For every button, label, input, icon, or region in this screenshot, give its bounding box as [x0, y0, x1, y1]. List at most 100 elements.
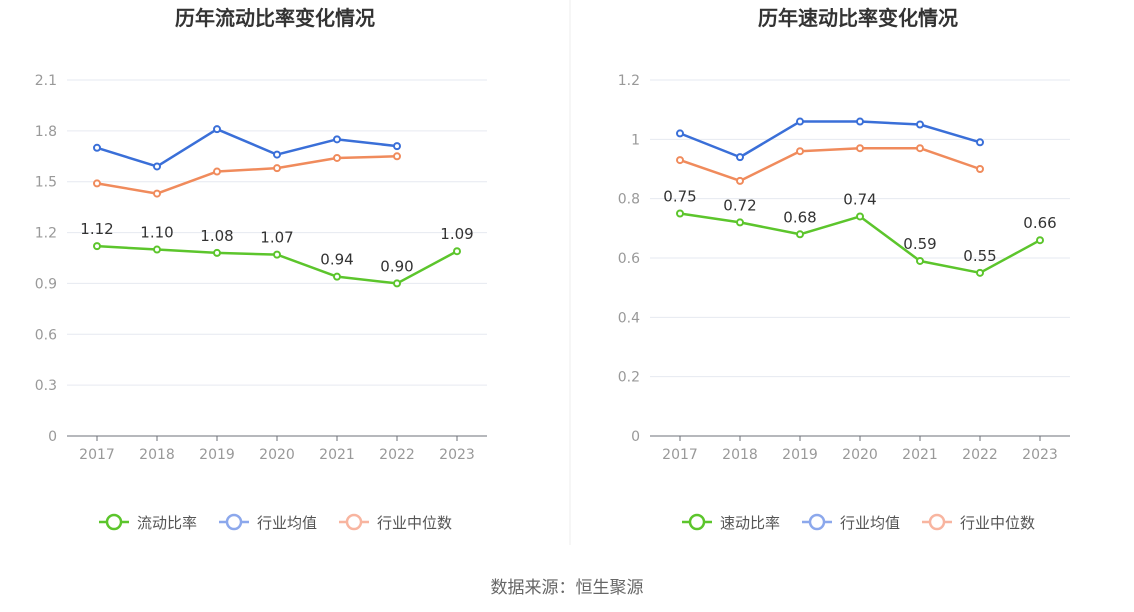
- series-point: [916, 120, 924, 129]
- series-line-3: [679, 146, 981, 183]
- series-point: [856, 144, 864, 153]
- series-point: [976, 268, 984, 277]
- series-point: [1036, 236, 1044, 245]
- series-point: [333, 272, 341, 281]
- series-point: [93, 143, 101, 152]
- x-tick-label: 2020: [842, 447, 878, 463]
- y-tick-label: 0.6: [35, 327, 57, 343]
- legend-item-2: 行业均值: [219, 513, 317, 532]
- legend-marker: [345, 513, 363, 531]
- data-label: 1.07: [260, 229, 293, 247]
- series-point: [676, 209, 684, 218]
- series-point: [796, 147, 804, 156]
- x-tick-label: 2021: [902, 447, 938, 463]
- data-label: 1.08: [200, 227, 233, 245]
- series-point: [453, 247, 461, 256]
- legend-marker: [225, 513, 243, 531]
- legend-item-1: 流动比率: [99, 513, 197, 532]
- x-tick-label: 2018: [139, 447, 175, 463]
- series-point: [333, 135, 341, 144]
- series-point: [213, 167, 221, 176]
- series-point: [393, 142, 401, 151]
- chart-title: 历年速动比率变化情况: [758, 6, 958, 30]
- legend-marker: [808, 513, 826, 531]
- x-tick-label: 2018: [722, 447, 758, 463]
- series-line-2: [96, 127, 398, 168]
- x-tick-label: 2017: [79, 447, 115, 463]
- chart-panel-1: 历年流动比率变化情况 0 0.3 0.6 0.9 1.2 1.5 1.8 2.1 2017 2018…: [35, 6, 487, 532]
- y-tick-label: 0.3: [35, 378, 57, 394]
- legend-label: 行业中位数: [377, 514, 452, 532]
- series-point: [976, 138, 984, 147]
- series-point: [676, 129, 684, 138]
- chart-title: 历年流动比率变化情况: [175, 6, 375, 30]
- data-label: 1.09: [440, 225, 473, 243]
- y-tick-label: 1.2: [618, 73, 640, 89]
- series-point: [796, 117, 804, 126]
- data-label: 1.12: [80, 220, 113, 238]
- series-line-2: [679, 120, 981, 159]
- series-point: [736, 153, 744, 162]
- legend-label: 行业中位数: [960, 514, 1035, 532]
- series-point: [273, 150, 281, 159]
- legend-label: 速动比率: [720, 514, 780, 532]
- series-point: [213, 125, 221, 134]
- series-point: [393, 152, 401, 161]
- legend-marker: [928, 513, 946, 531]
- data-label: 0.59: [903, 235, 936, 253]
- y-tick-label: 0.8: [618, 192, 640, 208]
- series-point: [273, 250, 281, 259]
- series-point: [93, 179, 101, 188]
- data-label: 1.10: [140, 224, 173, 242]
- y-tick-label: 1.5: [35, 175, 57, 191]
- y-tick-label: 0.2: [618, 370, 640, 386]
- data-label: 0.55: [963, 247, 996, 265]
- series-point: [393, 279, 401, 288]
- series-point: [736, 218, 744, 227]
- series-point: [916, 256, 924, 265]
- legend-marker: [688, 513, 706, 531]
- series-point: [153, 162, 161, 171]
- legend-item-2: 行业均值: [802, 513, 900, 532]
- series-point: [273, 164, 281, 173]
- series-point: [213, 248, 221, 257]
- legend-label: 流动比率: [137, 514, 197, 532]
- legend-item-3: 行业中位数: [922, 513, 1035, 532]
- x-tick-label: 2019: [782, 447, 818, 463]
- data-label: 0.68: [783, 208, 816, 226]
- data-label: 0.94: [320, 251, 353, 269]
- x-tick-label: 2022: [962, 447, 998, 463]
- data-label: 0.72: [723, 196, 756, 214]
- data-label: 0.66: [1023, 214, 1056, 232]
- y-tick-label: 0: [48, 429, 57, 445]
- series-point: [676, 156, 684, 165]
- x-tick-label: 2017: [662, 447, 698, 463]
- y-tick-label: 1.8: [35, 124, 57, 140]
- data-label: 0.74: [843, 190, 876, 208]
- x-tick-label: 2023: [439, 447, 475, 463]
- series-line-3: [96, 155, 398, 195]
- y-tick-label: 0.9: [35, 276, 57, 292]
- legend-item-1: 速动比率: [682, 513, 780, 532]
- series-point: [153, 189, 161, 198]
- series-point: [93, 242, 101, 251]
- chart-panel-2: 历年速动比率变化情况 0 0.2 0.4 0.6 0.8 1 1.2 2017 2018 2019 2…: [618, 6, 1070, 532]
- series-point: [153, 245, 161, 254]
- y-tick-label: 2.1: [35, 73, 57, 89]
- legend-label: 行业均值: [840, 514, 900, 532]
- y-tick-label: 0: [631, 429, 640, 445]
- series-point: [856, 117, 864, 126]
- series-point: [333, 153, 341, 162]
- x-tick-label: 2023: [1022, 447, 1058, 463]
- data-source-note: 数据来源：恒生聚源: [490, 578, 644, 598]
- legend-label: 行业均值: [257, 514, 317, 532]
- legend-marker: [105, 513, 123, 531]
- x-tick-label: 2020: [259, 447, 295, 463]
- series-point: [796, 230, 804, 239]
- legend-item-3: 行业中位数: [339, 513, 452, 532]
- x-tick-label: 2021: [319, 447, 355, 463]
- y-tick-label: 1: [631, 132, 640, 148]
- x-tick-label: 2022: [379, 447, 415, 463]
- data-label: 0.90: [380, 257, 413, 275]
- data-label: 0.75: [663, 188, 696, 206]
